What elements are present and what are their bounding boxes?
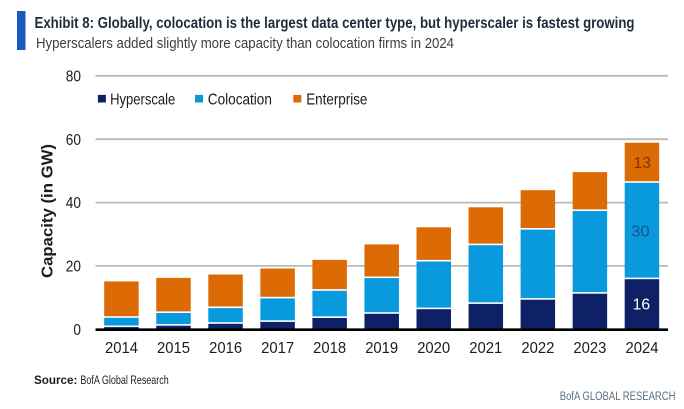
svg-text:2021: 2021 bbox=[469, 340, 502, 357]
svg-text:2015: 2015 bbox=[157, 340, 190, 357]
svg-text:Exhibit 8: Globally, colocatio: Exhibit 8: Globally, colocation is the l… bbox=[35, 15, 635, 32]
svg-text:2016: 2016 bbox=[209, 340, 242, 357]
svg-text:2017: 2017 bbox=[261, 340, 294, 357]
svg-text:2023: 2023 bbox=[573, 340, 606, 357]
svg-text:0: 0 bbox=[73, 322, 81, 339]
svg-text:Source:BofA Global Research: Source: BofA Global Research bbox=[34, 373, 169, 387]
svg-text:Hyperscalers added slightly mo: Hyperscalers added slightly more capacit… bbox=[36, 36, 454, 52]
svg-text:2022: 2022 bbox=[521, 340, 554, 357]
svg-text:60: 60 bbox=[66, 132, 81, 149]
svg-text:Colocation: Colocation bbox=[208, 92, 272, 109]
svg-text:30: 30 bbox=[631, 223, 650, 240]
svg-text:16: 16 bbox=[633, 296, 651, 313]
svg-text:2020: 2020 bbox=[417, 340, 450, 357]
svg-text:Enterprise: Enterprise bbox=[306, 92, 367, 109]
svg-text:20: 20 bbox=[66, 259, 81, 276]
svg-text:2014: 2014 bbox=[105, 340, 138, 357]
svg-text:2024: 2024 bbox=[626, 340, 659, 357]
svg-text:Capacity (in GW): Capacity (in GW) bbox=[40, 144, 57, 278]
svg-text:40: 40 bbox=[66, 195, 81, 212]
svg-text:Hyperscale: Hyperscale bbox=[110, 92, 175, 109]
svg-text:80: 80 bbox=[66, 68, 81, 85]
svg-text:13: 13 bbox=[634, 155, 652, 172]
svg-text:2019: 2019 bbox=[365, 340, 398, 357]
svg-text:2018: 2018 bbox=[313, 340, 346, 357]
svg-text:BofA GLOBAL RESEARCH: BofA GLOBAL RESEARCH bbox=[560, 389, 676, 403]
